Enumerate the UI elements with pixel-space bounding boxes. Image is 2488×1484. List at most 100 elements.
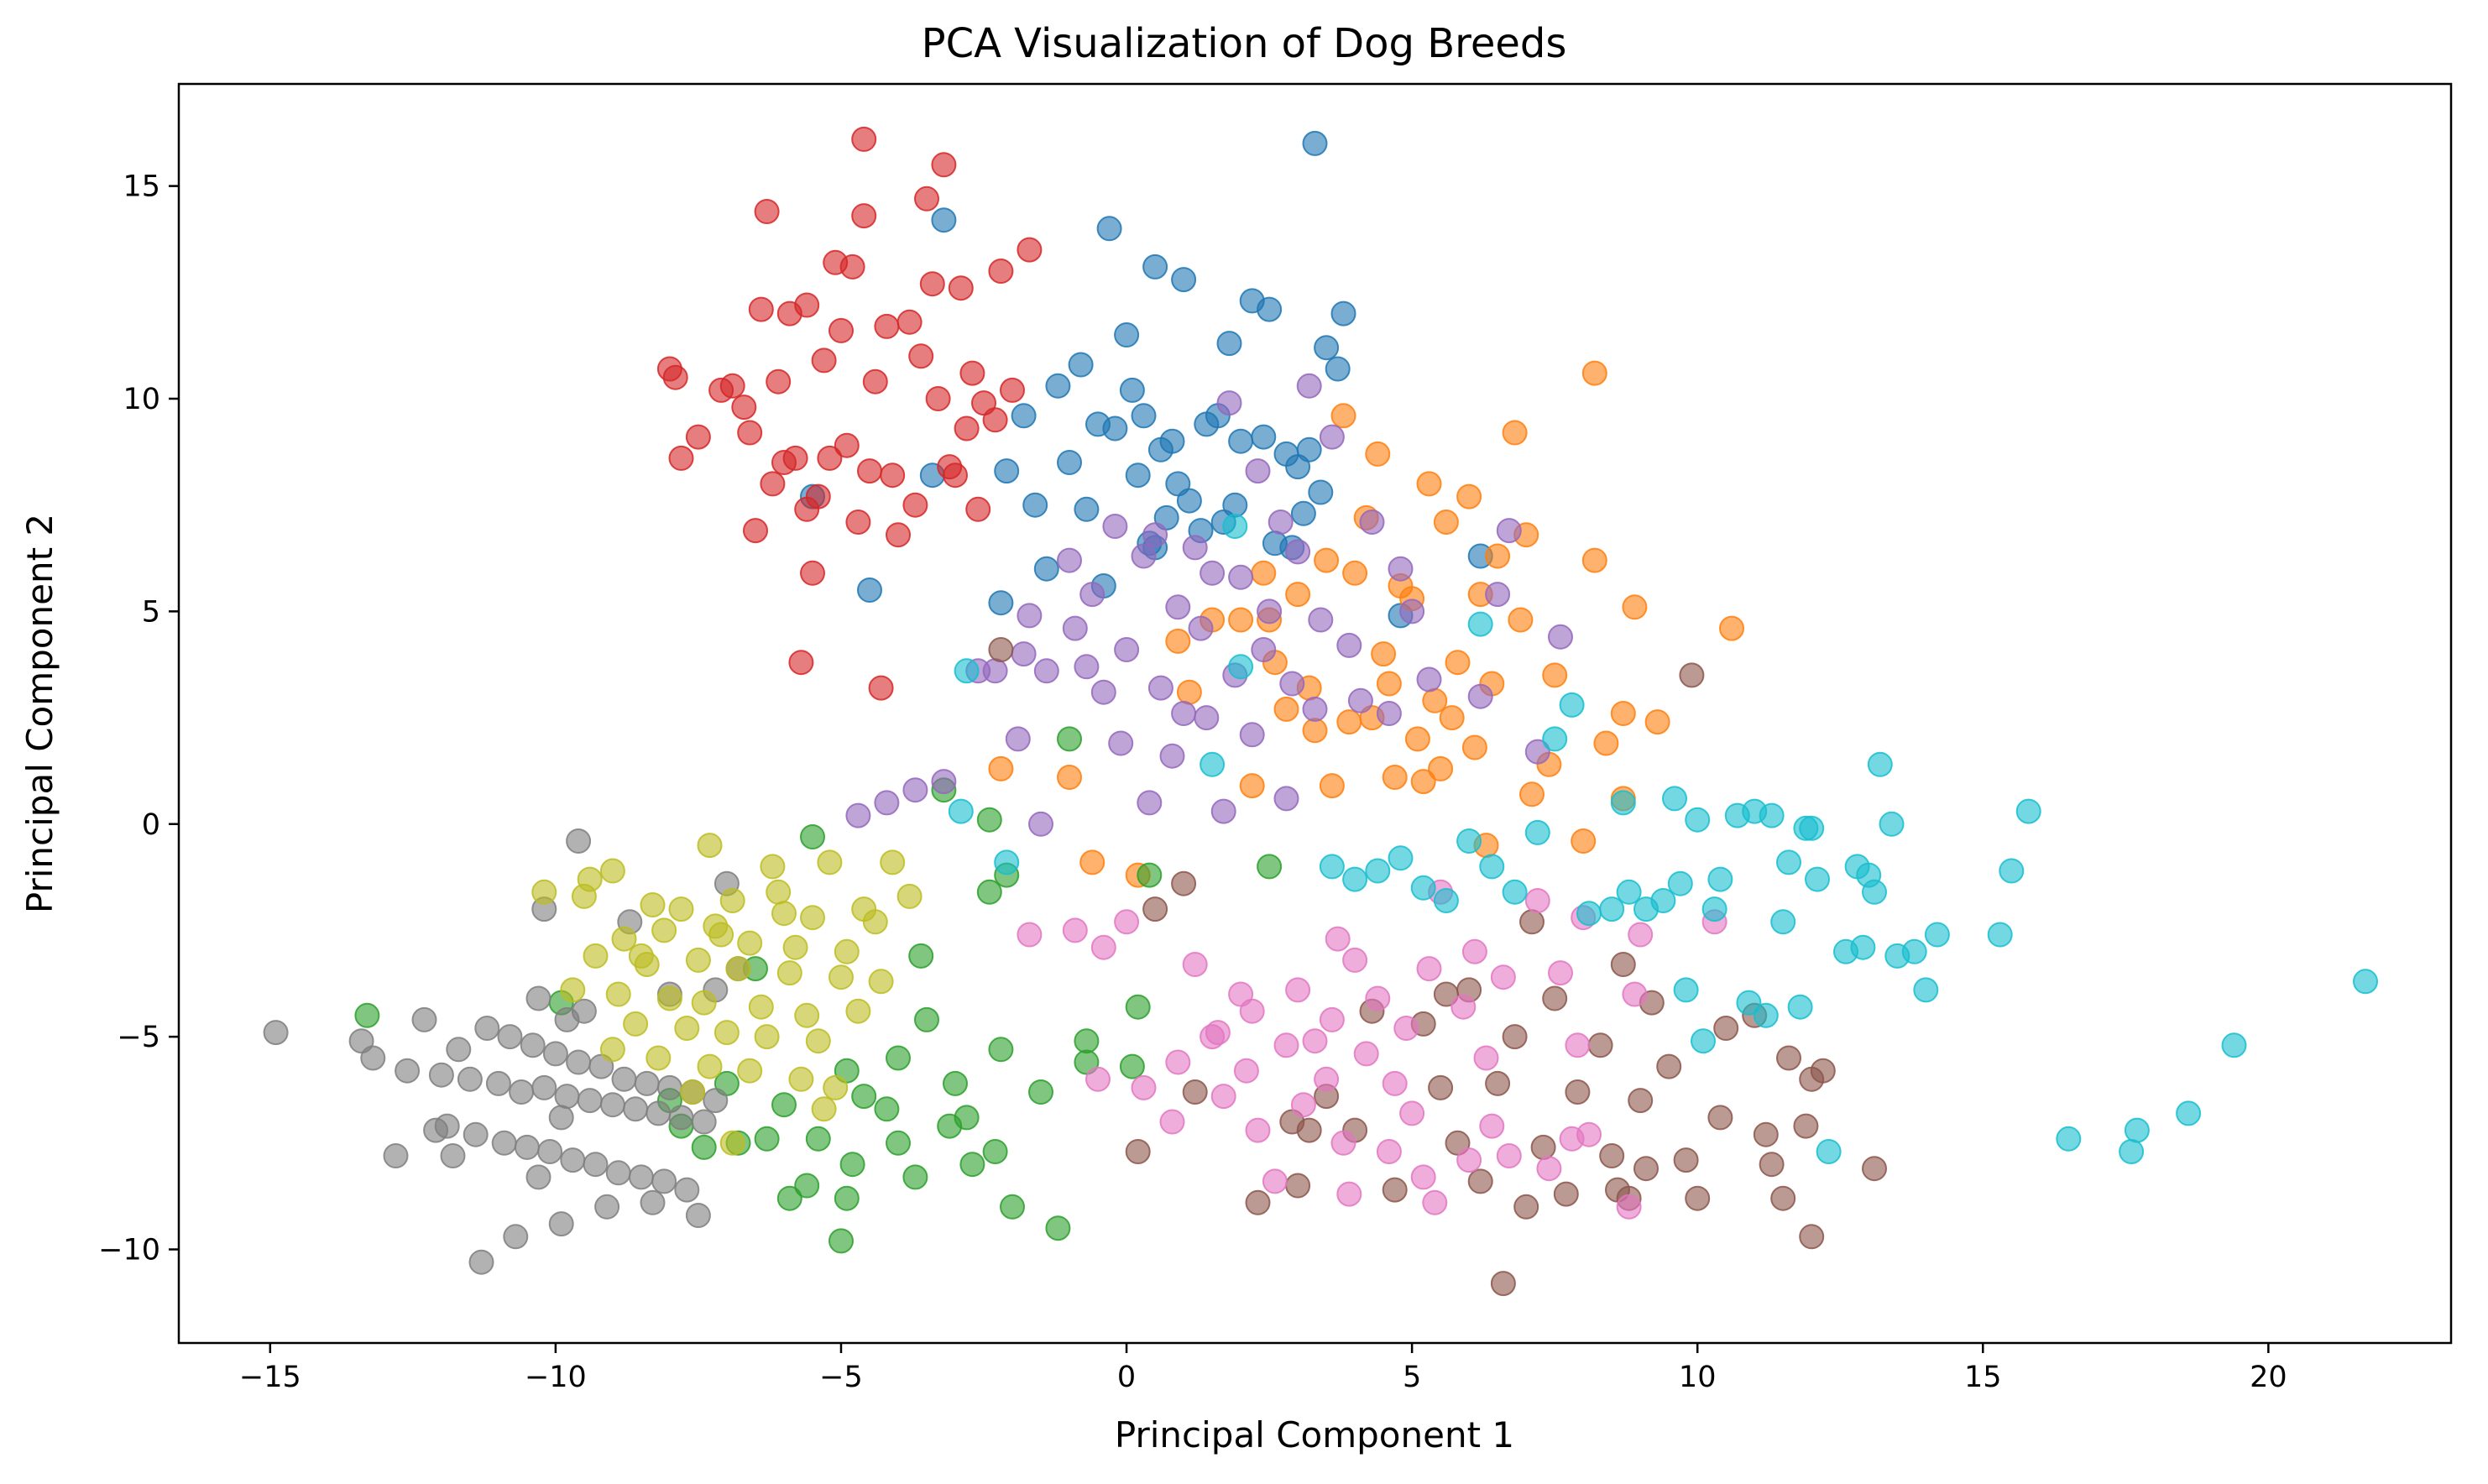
data-point [1233,1058,1259,1084]
data-point [656,1074,682,1100]
data-point [857,458,882,484]
data-point [800,905,825,931]
data-point [685,947,711,973]
data-point [1216,331,1242,357]
data-point [959,360,985,386]
data-point [1416,666,1442,692]
data-point [1542,726,1568,752]
data-point [1576,901,1602,927]
data-point [1553,1181,1579,1207]
data-point [1228,564,1254,590]
data-point [988,590,1014,616]
data-point [1456,1147,1482,1173]
data-point [1330,300,1356,327]
data-point [731,395,757,421]
data-point [1176,679,1202,705]
data-point [794,1173,820,1199]
data-point [800,560,825,586]
data-point [845,509,871,535]
data-point [548,1105,574,1131]
data-point [680,1079,706,1105]
data-point [1862,1156,1887,1182]
data-point [1633,896,1659,922]
data-point [1245,458,1271,484]
data-point [1108,730,1134,756]
data-point [976,807,1002,833]
data-point [1524,888,1550,913]
data-point [902,777,928,803]
data-point [1599,1143,1625,1168]
data-point [982,407,1008,433]
x-tick-label: 0 [1117,1361,1136,1394]
data-point [554,1006,580,1032]
data-point [2353,969,2378,995]
data-point [1724,802,1750,828]
data-point [1319,854,1345,880]
data-point [1319,1006,1345,1032]
data-point [754,1126,780,1152]
data-point [1673,1147,1699,1173]
data-point [428,1062,454,1088]
data-point [1691,1028,1716,1054]
data-point [1571,828,1597,854]
data-point [1017,603,1043,629]
data-point [605,1160,631,1186]
data-point [685,424,711,450]
data-point [719,888,745,913]
data-point [776,960,802,986]
data-point [1776,849,1801,875]
data-point [1428,1074,1454,1100]
data-point [874,790,900,816]
data-point [1137,790,1163,816]
data-point [611,1066,637,1092]
data-point [1502,879,1528,905]
data-point [766,879,792,905]
data-point [1005,726,1031,752]
data-point [908,943,934,969]
x-axis-label: Principal Component 1 [1115,1414,1514,1455]
data-point [640,892,666,917]
data-point [1382,765,1408,790]
data-point [1171,267,1197,293]
data-point [697,1053,723,1079]
data-point [1685,1185,1711,1211]
data-point [1844,854,1870,880]
data-point [1000,377,1025,403]
data-point [599,1037,625,1063]
data-point [1314,547,1340,573]
data-point [674,1177,700,1203]
data-point [668,1105,694,1131]
data-point [1685,807,1711,833]
data-point [925,386,951,411]
data-point [880,462,906,489]
data-point [988,637,1014,662]
data-point [1753,1002,1779,1028]
chart-title: PCA Visualization of Dog Breeds [922,20,1567,67]
data-point [828,964,854,990]
data-point [651,1168,677,1194]
data-point [1222,492,1248,518]
y-tick-label: 5 [142,595,160,629]
data-point [640,1189,666,1215]
data-point [1096,216,1122,242]
data-point [1519,781,1545,807]
data-point [1085,1066,1111,1092]
data-point [623,1096,649,1122]
data-point [703,913,729,939]
data-point [1388,845,1414,871]
data-point [1028,811,1053,837]
data-point [263,1020,289,1046]
data-point [1410,1164,1436,1190]
data-point [1759,1152,1785,1178]
data-point [1502,1024,1528,1050]
data-point [719,1130,745,1156]
data-point [982,1139,1008,1164]
data-point [1165,594,1191,620]
data-point [1000,1194,1025,1220]
data-point [1924,922,1950,948]
data-point [1245,1189,1271,1215]
data-point [1090,679,1116,705]
data-point [1410,769,1436,795]
data-point [514,1134,540,1160]
data-point [1273,786,1299,812]
